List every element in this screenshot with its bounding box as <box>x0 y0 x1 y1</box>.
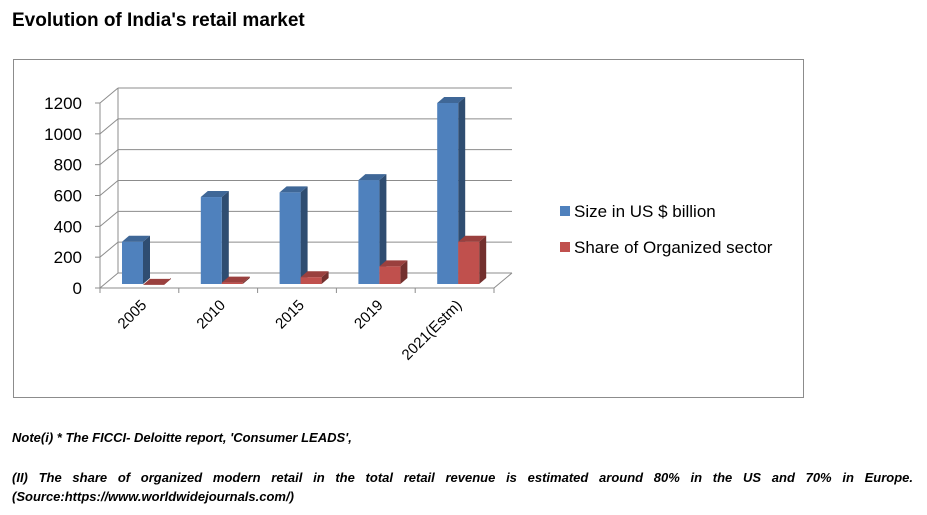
bar-side <box>379 174 387 284</box>
bar-top <box>221 276 250 283</box>
y-tick-label: 0 <box>73 279 82 298</box>
gridline-depth <box>99 241 119 258</box>
y-tick-label: 1200 <box>44 94 82 113</box>
bar-top <box>200 191 229 198</box>
bar-top <box>437 97 466 103</box>
bar <box>379 266 401 284</box>
y-tick-label: 400 <box>54 217 82 236</box>
gridline-depth <box>99 149 119 166</box>
bar-top <box>122 235 150 242</box>
bar-top <box>379 260 408 267</box>
x-tick-label: 2010 <box>193 297 229 333</box>
bar <box>221 282 243 284</box>
gridline-depth <box>99 87 119 104</box>
bar <box>458 241 480 284</box>
y-tick-label: 600 <box>54 187 82 206</box>
bar <box>300 277 322 284</box>
gridline-depth <box>99 180 119 196</box>
chart-frame <box>13 59 804 398</box>
bar-side <box>479 235 487 284</box>
bar-top <box>143 278 171 285</box>
bar-side <box>400 260 408 284</box>
bar-top <box>358 174 387 181</box>
x-tick-label: 2019 <box>351 297 387 333</box>
bar <box>279 192 301 284</box>
bar-side <box>242 276 250 284</box>
legend-label: Size in US $ billion <box>574 202 716 221</box>
bar-side <box>143 235 150 284</box>
bar-side <box>300 186 308 284</box>
x-tick-label: 2015 <box>272 297 308 333</box>
bar <box>358 180 380 284</box>
note-1: Note(i) * The FICCI- Deloitte report, 'C… <box>12 430 352 445</box>
x-tick-label: 2005 <box>115 297 151 333</box>
y-tick-label: 200 <box>54 248 82 267</box>
note-2: (II) The share of organized modern retai… <box>12 470 913 504</box>
bar <box>200 197 222 284</box>
bar <box>122 241 143 284</box>
legend-swatch <box>560 206 570 216</box>
x-tick-label: 2021(Estm) <box>399 297 466 364</box>
chart-title: Evolution of India's retail market <box>12 10 305 31</box>
bar-top <box>279 186 308 193</box>
bar-top <box>300 271 329 278</box>
bar-side <box>221 191 229 284</box>
legend-label: Share of Organized sector <box>574 238 773 257</box>
gridline-depth <box>99 272 119 289</box>
gridline-depth <box>99 118 119 135</box>
bar <box>437 103 459 284</box>
legend-swatch <box>560 242 570 252</box>
y-tick-label: 1000 <box>44 125 82 144</box>
bar-side <box>321 271 329 284</box>
gridline-depth <box>99 210 119 227</box>
y-tick-label: 800 <box>54 156 82 175</box>
bar-top <box>458 235 487 242</box>
